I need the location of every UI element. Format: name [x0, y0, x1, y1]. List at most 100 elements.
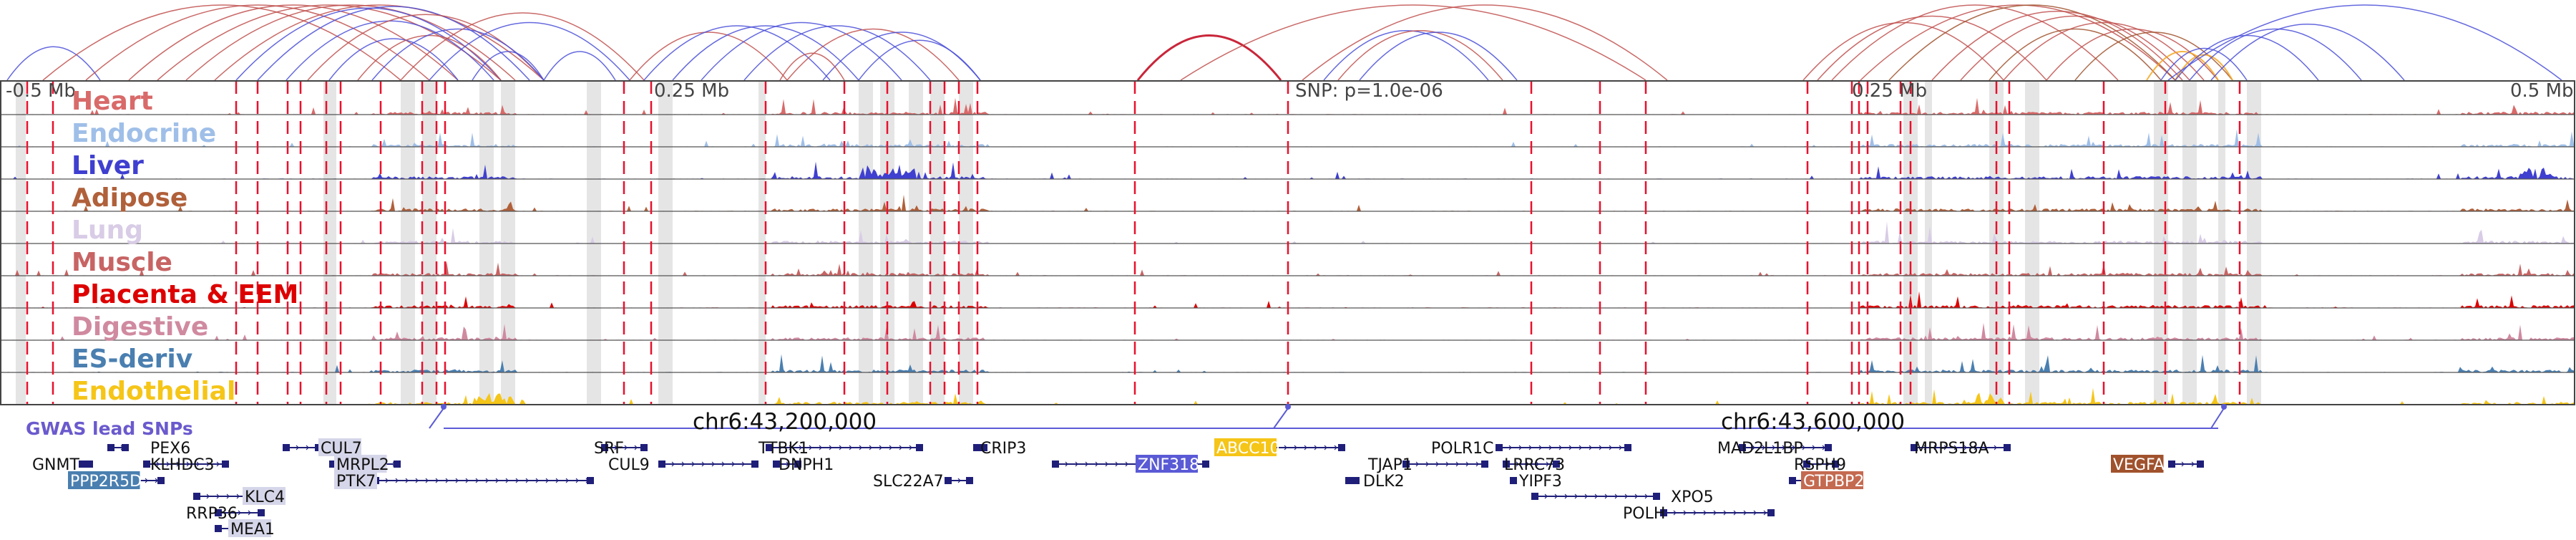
interaction-arc — [472, 51, 545, 81]
interaction-arc — [400, 12, 645, 81]
track-label: Endocrine — [72, 119, 216, 148]
strand-arrow — [1425, 461, 1429, 467]
gene-highlight — [334, 471, 377, 489]
gene-exon — [1352, 477, 1360, 484]
strand-arrow — [475, 478, 479, 483]
gene-label: XPO5 — [1671, 488, 1714, 506]
strand-arrow — [206, 461, 210, 467]
gene-exon — [1553, 461, 1560, 468]
interaction-arc — [1180, 4, 1646, 81]
gene-label: CUL9 — [608, 456, 650, 474]
interaction-arc — [1888, 4, 2176, 81]
strand-arrow — [206, 493, 210, 499]
strand-arrow — [1933, 445, 1937, 450]
strand-arrow — [156, 461, 160, 467]
strand-arrow — [1693, 510, 1697, 516]
strand-arrow — [1826, 461, 1830, 467]
strand-arrow — [1095, 461, 1098, 467]
strand-arrow — [957, 478, 961, 483]
strand-arrow — [1554, 493, 1558, 499]
gene-label: VEGFA — [2113, 456, 2165, 474]
interaction-arc — [2189, 28, 2362, 81]
interaction-arc — [1337, 30, 1503, 81]
interaction-arc — [1989, 28, 2162, 81]
gene-label: DLK2 — [1363, 473, 1405, 491]
track-label: Heart — [72, 87, 153, 116]
strand-arrow — [1564, 493, 1568, 499]
interaction-arc — [157, 4, 502, 81]
strand-arrow — [1923, 445, 1927, 450]
left-axis-label: -0.5 Mb — [6, 80, 76, 102]
strand-arrow — [176, 461, 180, 467]
strand-arrow — [186, 461, 190, 467]
interaction-arc — [786, 28, 960, 81]
interaction-arc — [2074, 32, 2233, 81]
gene-exon — [973, 444, 980, 451]
signal-area — [0, 221, 2575, 244]
strand-arrow — [786, 461, 789, 467]
gene-exon — [1832, 461, 1839, 468]
strand-arrow — [236, 493, 240, 499]
gene-exon — [394, 461, 401, 468]
strand-arrow — [1558, 445, 1562, 450]
interaction-arc — [1931, 11, 2183, 81]
interaction-arcs — [6, 4, 2562, 81]
strand-arrow — [779, 445, 782, 450]
strand-arrow — [445, 478, 449, 483]
snp-marker — [1285, 404, 1291, 410]
strand-arrow — [1802, 445, 1805, 450]
strand-arrow — [415, 478, 419, 483]
strand-arrow — [889, 445, 892, 450]
interaction-arc — [328, 38, 459, 81]
interaction-arc — [701, 21, 902, 81]
strand-arrow — [1589, 445, 1592, 450]
interaction-arc — [42, 4, 401, 81]
strand-arrow — [789, 445, 792, 450]
gene-label: ABCC10 — [1216, 440, 1279, 458]
gene-label: MRPL2 — [336, 456, 389, 474]
right-mid-label: 0.25 Mb — [1852, 80, 1927, 102]
gene-label: KLHDC3 — [150, 456, 215, 474]
gene-label: RSPH9 — [1794, 456, 1846, 474]
strand-arrow — [228, 510, 231, 516]
interaction-arc — [257, 6, 530, 81]
strand-arrow — [809, 445, 812, 450]
strand-arrow — [1703, 510, 1707, 516]
gene-label: TJAP1 — [1367, 456, 1413, 474]
interaction-arc — [2175, 34, 2319, 81]
gene-highlight — [1801, 471, 1863, 489]
gene-label: MAD2L1BP — [1717, 440, 1803, 458]
interaction-arc — [743, 25, 931, 81]
highlight-column — [758, 81, 766, 405]
gene-label: CUL7 — [321, 440, 362, 458]
gene-label: PPP2R5D — [70, 473, 142, 491]
strand-arrow — [1546, 461, 1549, 467]
strand-arrow — [1445, 461, 1449, 467]
strand-arrow — [385, 478, 389, 483]
gene-exon — [1803, 461, 1810, 468]
interaction-arc — [1802, 21, 2004, 81]
gene-exon — [1503, 461, 1510, 468]
strand-arrow — [435, 478, 439, 483]
gene-label: DNPH1 — [779, 456, 834, 474]
track-label: Digestive — [72, 312, 208, 342]
strand-arrow — [395, 478, 399, 483]
gene-exon — [283, 444, 290, 451]
strand-arrow — [634, 445, 638, 450]
strand-arrow — [819, 445, 822, 450]
interaction-arc — [2175, 54, 2233, 81]
strand-arrow — [525, 478, 529, 483]
gene-exon — [980, 444, 987, 451]
strand-arrow — [495, 478, 499, 483]
strand-arrow — [1994, 445, 1997, 450]
signal-area — [0, 322, 2575, 340]
gene-exon — [258, 509, 265, 516]
gene-exon — [1345, 477, 1352, 484]
track-label: Endothelial — [72, 377, 235, 406]
strand-arrow — [1465, 461, 1469, 467]
strand-arrow — [555, 478, 559, 483]
strand-arrow — [741, 461, 745, 467]
strand-arrow — [1334, 445, 1337, 450]
track-labels: Heart Endocrine Liver Adipose Lung Muscle Plac… — [72, 87, 298, 406]
gene-label: LRRC73 — [1504, 456, 1565, 474]
